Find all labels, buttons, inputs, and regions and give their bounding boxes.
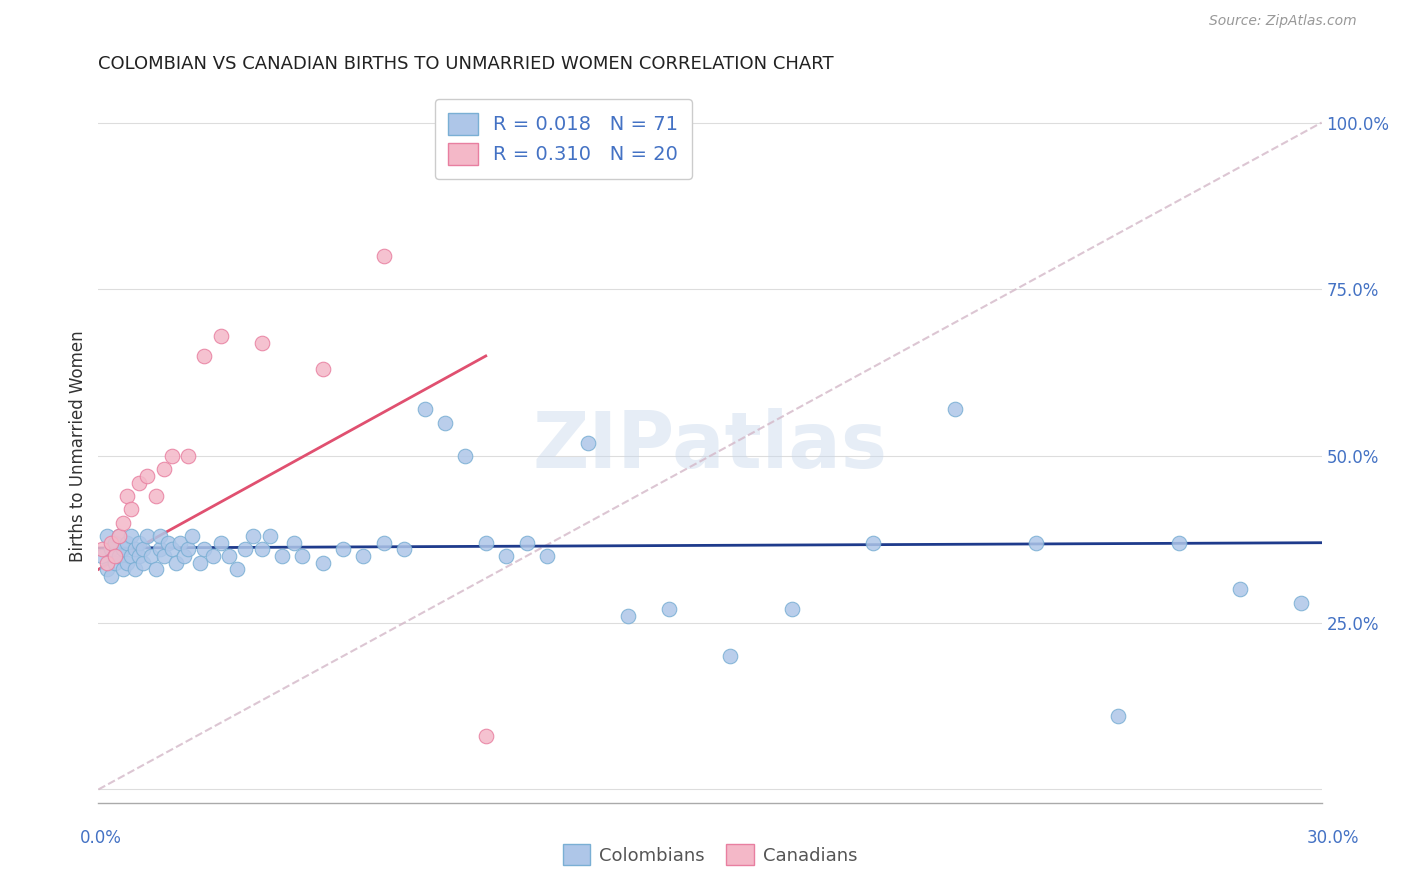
Point [259,529,281,543]
Point [1291,596,1313,610]
Point [516,535,538,549]
Point [250,542,273,557]
Point [120,549,142,563]
Point [124,562,146,576]
Point [91,549,114,563]
Point [108,549,131,563]
Point [218,549,240,563]
Legend: Colombians, Canadians: Colombians, Canadians [555,837,865,872]
Point [149,529,172,543]
Point [658,602,681,616]
Point [156,535,179,549]
Text: ZIPatlas: ZIPatlas [533,408,887,484]
Point [104,556,127,570]
Point [91,542,114,557]
Point [128,535,150,549]
Point [177,542,200,557]
Point [474,729,498,743]
Point [209,329,232,343]
Point [193,542,215,557]
Point [780,602,803,616]
Point [536,549,558,563]
Point [104,535,127,549]
Point [188,556,212,570]
Point [160,449,183,463]
Point [128,475,150,490]
Point [96,556,118,570]
Point [120,529,142,543]
Point [1025,535,1047,549]
Point [104,549,127,563]
Point [115,556,138,570]
Point [96,529,118,543]
Point [576,435,599,450]
Point [120,502,142,516]
Point [100,569,122,583]
Text: 0.0%: 0.0% [80,829,122,847]
Point [136,469,159,483]
Point [96,562,118,576]
Point [312,556,335,570]
Point [152,549,174,563]
Point [160,542,183,557]
Point [145,562,167,576]
Point [173,549,195,563]
Point [100,535,122,549]
Point [373,535,395,549]
Point [495,549,517,563]
Point [862,535,884,549]
Point [226,562,249,576]
Point [474,535,498,549]
Point [181,529,204,543]
Point [132,542,155,557]
Point [149,542,172,557]
Point [352,549,374,563]
Point [250,335,273,350]
Point [1229,582,1251,597]
Point [165,556,187,570]
Text: COLOMBIAN VS CANADIAN BIRTHS TO UNMARRIED WOMEN CORRELATION CHART: COLOMBIAN VS CANADIAN BIRTHS TO UNMARRIE… [98,55,834,73]
Point [145,489,167,503]
Point [132,556,155,570]
Text: 30.0%: 30.0% [1306,829,1360,847]
Point [128,549,150,563]
Point [169,535,191,549]
Point [115,489,138,503]
Point [454,449,477,463]
Point [1167,535,1189,549]
Point [209,535,232,549]
Point [233,542,256,557]
Point [201,549,224,563]
Point [108,529,131,543]
Point [108,529,131,543]
Point [111,562,134,576]
Point [312,362,335,376]
Point [943,402,966,417]
Point [283,535,305,549]
Point [392,542,416,557]
Point [718,649,742,664]
Point [141,549,163,563]
Point [291,549,314,563]
Point [434,416,457,430]
Point [242,529,264,543]
Point [111,542,134,557]
Point [152,462,174,476]
Point [136,529,159,543]
Point [100,542,122,557]
Point [124,542,146,557]
Point [373,249,395,263]
Y-axis label: Births to Unmarried Women: Births to Unmarried Women [69,330,87,562]
Point [617,609,640,624]
Point [332,542,354,557]
Point [177,449,200,463]
Point [111,516,134,530]
Text: Source: ZipAtlas.com: Source: ZipAtlas.com [1209,14,1357,28]
Point [1107,709,1129,723]
Point [413,402,436,417]
Point [115,535,138,549]
Point [270,549,294,563]
Point [193,349,215,363]
